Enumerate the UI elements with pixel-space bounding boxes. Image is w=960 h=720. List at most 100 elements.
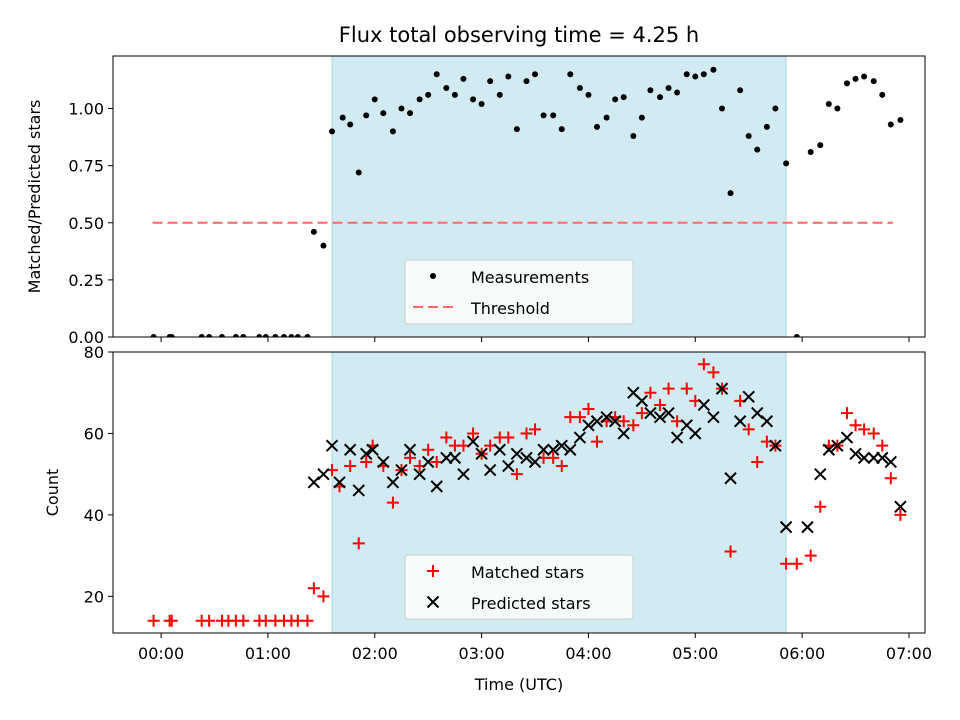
predicted-star-point xyxy=(617,427,630,440)
matched-star-point xyxy=(707,366,720,379)
series-predicted-stars xyxy=(307,382,907,534)
measurement-point xyxy=(603,114,610,121)
predicted-star-point xyxy=(493,443,506,456)
matched-star-point xyxy=(617,415,630,428)
predicted-star-point xyxy=(483,463,497,477)
measurement-point xyxy=(478,100,485,107)
y-tick-label: 0.00 xyxy=(68,328,104,347)
y-tick-label: 60 xyxy=(84,424,104,443)
measurement-point xyxy=(879,91,886,98)
y-tick-label: 0.75 xyxy=(68,157,104,176)
top-panel: 0.00 0.25 0.50 0.75 1.00 Matched/Predicted st… xyxy=(25,55,926,347)
measurement-point xyxy=(232,334,239,337)
measurement-point xyxy=(657,94,664,101)
y-tick-label: 20 xyxy=(84,587,104,606)
measurement-point xyxy=(647,87,654,94)
matched-star-point xyxy=(627,419,640,432)
measurement-point xyxy=(206,334,213,337)
matched-star-point xyxy=(654,398,667,411)
measurement-point xyxy=(380,110,387,117)
legend: Measurements Threshold xyxy=(404,259,634,325)
measurement-point xyxy=(665,84,672,91)
matched-star-point xyxy=(680,382,693,395)
predicted-star-point xyxy=(857,451,871,465)
legend: Matched stars Predicted stars xyxy=(404,554,634,620)
matched-star-point xyxy=(644,386,657,399)
measurement-point xyxy=(754,146,761,153)
predicted-star-point xyxy=(413,467,426,481)
measurement-point xyxy=(496,91,503,98)
matched-star-point xyxy=(440,431,453,444)
predicted-star-point xyxy=(430,480,443,493)
y-axis-label: Count xyxy=(43,469,62,517)
predicted-star-point xyxy=(325,439,339,452)
matched-star-point xyxy=(317,590,330,603)
matched-star-point xyxy=(742,423,755,436)
y-tick-label: 0.25 xyxy=(68,271,104,290)
matched-star-point xyxy=(203,614,216,627)
matched-star-point xyxy=(344,460,357,473)
measurement-point xyxy=(256,334,263,337)
chart-title: Flux total observing time = 4.25 h xyxy=(339,23,699,47)
measurement-point xyxy=(737,87,744,94)
measurement-point xyxy=(727,190,734,197)
measurement-point xyxy=(692,73,699,80)
measurement-point xyxy=(168,334,175,337)
predicted-star-point xyxy=(715,382,729,395)
predicted-star-point xyxy=(448,451,462,465)
measurement-point xyxy=(683,71,690,78)
measurement-point xyxy=(425,91,432,98)
x-tick-label: 04:00 xyxy=(565,644,611,663)
x-tick-label: 05:00 xyxy=(672,644,718,663)
measurement-point xyxy=(897,116,904,123)
x-tick-label: 07:00 xyxy=(886,644,932,663)
measurement-point xyxy=(320,242,327,249)
predicted-star-point xyxy=(779,520,793,534)
matched-star-point xyxy=(165,614,178,627)
measurement-point xyxy=(310,228,317,235)
matched-star-point xyxy=(849,419,862,432)
axes-frame xyxy=(112,55,926,338)
matched-star-point xyxy=(814,500,827,513)
predicted-star-point xyxy=(537,443,550,456)
measurement-point xyxy=(355,169,362,176)
matched-star-point xyxy=(510,468,523,481)
predicted-star-point xyxy=(742,390,755,404)
matched-star-point xyxy=(884,472,897,485)
predicted-star-point xyxy=(582,419,595,432)
matched-star-point xyxy=(582,403,595,416)
measurement-point xyxy=(288,334,295,337)
predicted-star-point xyxy=(724,472,737,485)
predicted-star-point xyxy=(894,500,907,513)
plot-area xyxy=(147,358,907,627)
measurement-point xyxy=(745,132,752,139)
predicted-star-point xyxy=(635,394,649,408)
predicted-star-point xyxy=(520,451,533,465)
measurement-point xyxy=(567,71,574,78)
legend-label: Predicted stars xyxy=(471,594,591,613)
measurement-point xyxy=(763,123,770,130)
matched-star-point xyxy=(858,423,871,436)
matched-star-point xyxy=(360,455,373,468)
measurement-point xyxy=(513,126,520,133)
measurement-point xyxy=(558,126,565,133)
measurement-point xyxy=(218,334,225,337)
predicted-star-point xyxy=(849,447,862,461)
predicted-star-point xyxy=(510,447,524,461)
plot-area xyxy=(150,66,904,337)
y-tick-label: 80 xyxy=(84,343,104,362)
bottom-panel: 20 40 60 80 00:00 01:00 02:00 03:00 04:00 05:00 06… xyxy=(43,343,932,694)
predicted-star-point xyxy=(760,415,774,428)
matched-star-point xyxy=(301,614,314,627)
predicted-star-point xyxy=(395,463,408,477)
predicted-star-point xyxy=(751,406,764,420)
axes-frame xyxy=(112,351,926,634)
legend-predicted-marker xyxy=(426,595,440,609)
matched-star-point xyxy=(724,545,737,558)
predicted-star-point xyxy=(317,467,330,481)
predicted-star-point xyxy=(884,455,898,469)
measurement-point xyxy=(620,94,627,101)
matched-star-point xyxy=(502,431,515,444)
measurement-point xyxy=(347,121,354,128)
matched-star-point xyxy=(635,407,648,420)
